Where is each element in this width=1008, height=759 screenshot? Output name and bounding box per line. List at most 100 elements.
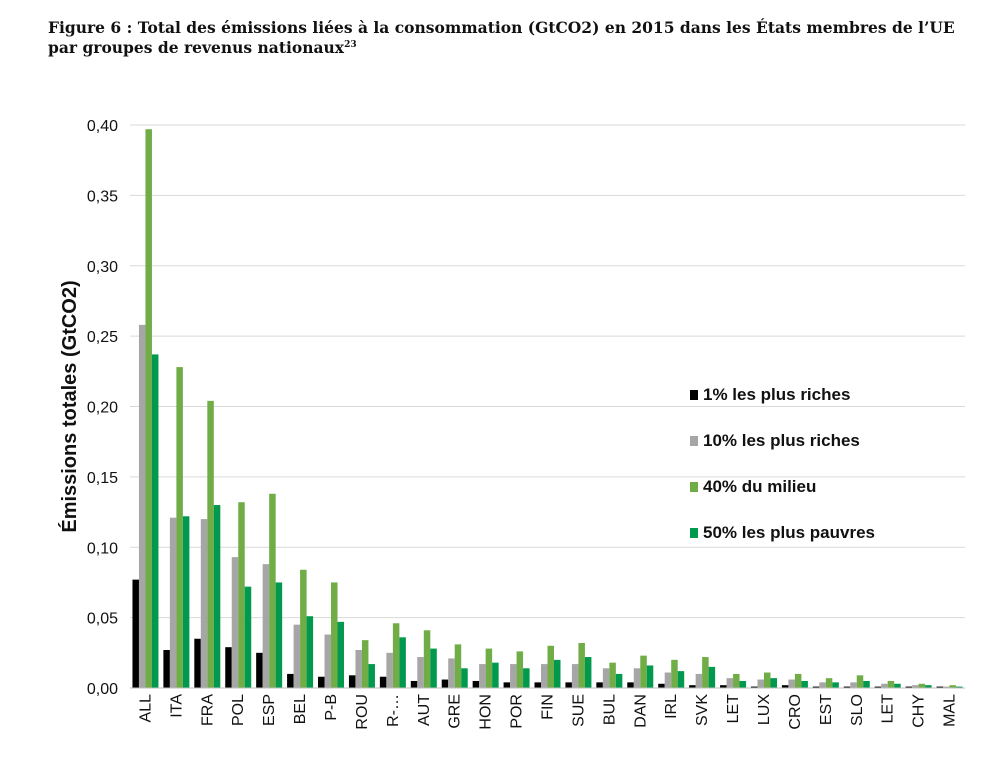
- bar: [262, 564, 270, 688]
- x-tick-label: ALL: [137, 694, 154, 723]
- bar: [695, 673, 703, 688]
- bar: [578, 642, 585, 688]
- x-tick-label: CHY: [911, 694, 928, 728]
- bar: [633, 668, 641, 688]
- y-tick-label: 0,20: [87, 400, 118, 417]
- bar: [739, 680, 747, 688]
- bar: [163, 649, 170, 688]
- x-tick-label: ESP: [261, 694, 278, 726]
- bar: [956, 686, 963, 688]
- bar: [936, 686, 944, 688]
- bar: [331, 582, 338, 688]
- x-tick-label: FRA: [199, 694, 216, 726]
- bar: [565, 682, 572, 688]
- bar: [516, 651, 524, 688]
- bar: [812, 686, 820, 688]
- bar: [801, 680, 808, 688]
- bar: [894, 683, 901, 688]
- bar: [361, 640, 369, 688]
- x-tick-label: GRE: [447, 694, 464, 729]
- x-tick-label: LUX: [756, 694, 773, 725]
- bar: [554, 659, 561, 688]
- bar: [646, 665, 654, 688]
- bar: [176, 367, 183, 688]
- bar: [912, 685, 919, 688]
- bar: [244, 586, 252, 688]
- bar: [200, 519, 208, 688]
- bar: [615, 673, 623, 688]
- bar: [689, 685, 696, 688]
- bar: [169, 517, 177, 688]
- bar: [602, 668, 610, 688]
- bar: [269, 493, 276, 688]
- bar: [472, 680, 480, 688]
- figure-title: Figure 6 : Total des émissions liées à l…: [48, 18, 998, 58]
- x-tick-label: ROU: [354, 694, 371, 730]
- x-tick-label: SVK: [694, 694, 711, 726]
- bar: [863, 680, 870, 688]
- bar: [781, 685, 789, 688]
- x-tick-label: LET: [880, 694, 897, 724]
- x-tick-label: AUT: [416, 694, 433, 726]
- y-tick-label: 0,10: [87, 540, 118, 557]
- bar: [547, 645, 554, 688]
- bar: [238, 502, 245, 688]
- bar: [151, 354, 159, 688]
- bar: [461, 668, 468, 688]
- legend-entry: 10% les plus riches: [703, 431, 860, 450]
- bar: [733, 673, 740, 688]
- bar: [943, 686, 950, 688]
- bar: [702, 657, 709, 688]
- legend-entry: 1% les plus riches: [703, 385, 850, 404]
- bar: [757, 679, 764, 688]
- bar: [410, 680, 418, 688]
- legend-entry: 40% du milieu: [703, 477, 816, 496]
- figure-title-line2: par groupes de revenus nationaux: [48, 38, 345, 57]
- bar: [293, 624, 301, 688]
- bar: [441, 679, 449, 688]
- x-tick-label: LET: [725, 694, 742, 724]
- x-tick-label: POR: [509, 694, 526, 729]
- bar: [726, 678, 734, 688]
- x-tick-label: MAL: [942, 694, 959, 727]
- bar: [231, 557, 239, 688]
- y-tick-label: 0,05: [87, 611, 118, 628]
- bar: [399, 637, 406, 688]
- bar: [145, 129, 152, 688]
- bar: [306, 616, 314, 688]
- bar: [609, 662, 616, 688]
- x-tick-label: POL: [230, 694, 247, 726]
- bar: [794, 673, 802, 688]
- x-tick-label: BEL: [292, 694, 309, 724]
- bar: [182, 516, 190, 688]
- bar: [485, 648, 493, 688]
- bar: [584, 657, 592, 688]
- bar: [337, 621, 345, 688]
- bar: [541, 664, 548, 688]
- bar: [207, 400, 214, 688]
- bar: [448, 658, 455, 688]
- bar: [770, 678, 777, 688]
- bar: [392, 623, 400, 688]
- x-tick-label: SUE: [570, 694, 587, 727]
- bar: [503, 682, 511, 688]
- bar: [423, 630, 431, 688]
- bar: [348, 675, 356, 688]
- legend-entry: 50% les plus pauvres: [703, 523, 875, 542]
- bar: [386, 652, 393, 688]
- bar: [256, 652, 263, 688]
- y-tick-label: 0,00: [87, 681, 118, 698]
- x-tick-label: DAN: [632, 694, 649, 728]
- bar: [454, 644, 462, 688]
- bar: [430, 648, 437, 688]
- x-tick-label: IRL: [663, 694, 680, 719]
- bar: [213, 505, 221, 688]
- bar: [843, 686, 851, 688]
- y-tick-label: 0,35: [87, 188, 118, 205]
- y-axis-label: Émissions totales (GtCO2): [58, 280, 81, 532]
- x-tick-label: CRO: [787, 694, 804, 730]
- bar: [664, 672, 672, 688]
- bars: [132, 129, 963, 688]
- bar: [949, 685, 957, 688]
